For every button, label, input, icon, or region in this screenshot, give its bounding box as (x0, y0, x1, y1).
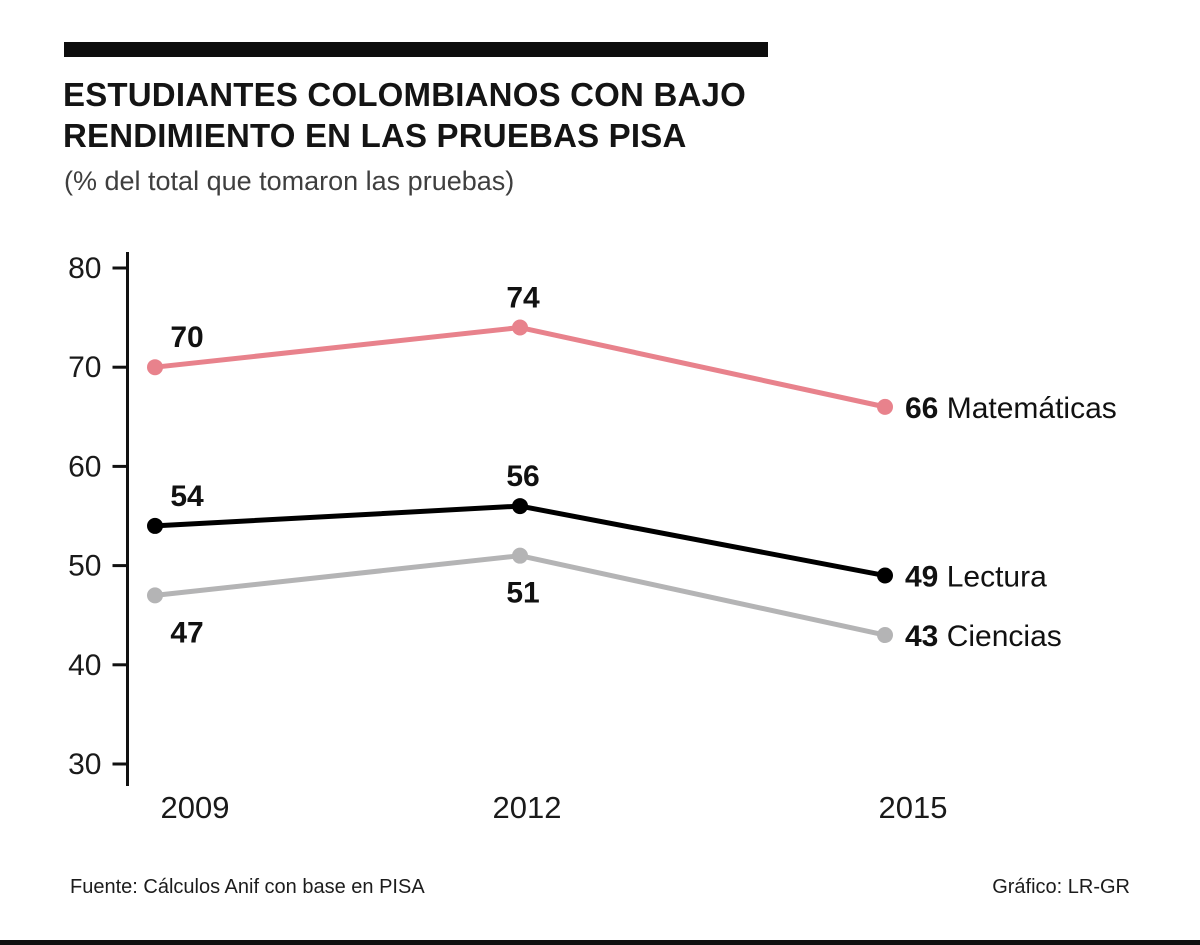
series-end-label-Lectura: 49 Lectura (905, 561, 1047, 594)
series-line-Lectura (152, 503, 888, 579)
title-line-1: ESTUDIANTES COLOMBIANOS CON BAJO (63, 76, 746, 113)
data-point-Lectura-2009 (147, 517, 163, 534)
data-point-Matemáticas-2015 (877, 398, 893, 415)
y-tick-label: 70 (68, 351, 101, 384)
y-tick-label: 60 (68, 450, 101, 483)
point-label: 54 (170, 480, 204, 513)
series-end-label-Ciencias: 43 Ciencias (905, 620, 1062, 653)
data-point-Matemáticas-2009 (147, 359, 163, 376)
data-point-Lectura-2012 (512, 498, 528, 515)
x-tick-label: 2015 (879, 790, 948, 825)
data-point-Lectura-2015 (877, 567, 893, 584)
point-label: 74 (506, 282, 540, 315)
series-end-label-Matemáticas: 66 Matemáticas (905, 392, 1117, 425)
point-label: 47 (170, 616, 203, 649)
point-label: 70 (170, 321, 203, 354)
credit-note: Gráfico: LR-GR (992, 876, 1130, 898)
y-tick-label: 40 (68, 649, 101, 682)
x-tick-label: 2009 (161, 790, 230, 825)
data-point-Ciencias-2009 (147, 587, 163, 604)
x-tick-label: 2012 (493, 790, 562, 825)
data-point-Matemáticas-2012 (512, 319, 528, 336)
data-point-Ciencias-2015 (877, 627, 893, 644)
point-label: 56 (506, 460, 539, 493)
line-chart: 30 40 50 60 70 80 2009 2012 2015 70 74 66 Matemátic… (68, 252, 1117, 825)
top-rule (64, 42, 768, 57)
bottom-rule (0, 940, 1200, 945)
source-note: Fuente: Cálculos Anif con base en PISA (70, 876, 425, 898)
series-line-Matemáticas (152, 325, 888, 410)
chart-subtitle: (% del total que tomaron las pruebas) (64, 166, 515, 196)
title-line-2: RENDIMIENTO EN LAS PRUEBAS PISA (63, 117, 687, 154)
page-title: ESTUDIANTES COLOMBIANOS CON BAJO RENDIMI… (63, 74, 746, 156)
point-label: 51 (506, 577, 539, 610)
y-tick-label: 80 (68, 252, 101, 285)
data-point-Ciencias-2012 (512, 547, 528, 564)
y-tick-label: 30 (68, 748, 101, 781)
y-tick-label: 50 (68, 550, 101, 583)
